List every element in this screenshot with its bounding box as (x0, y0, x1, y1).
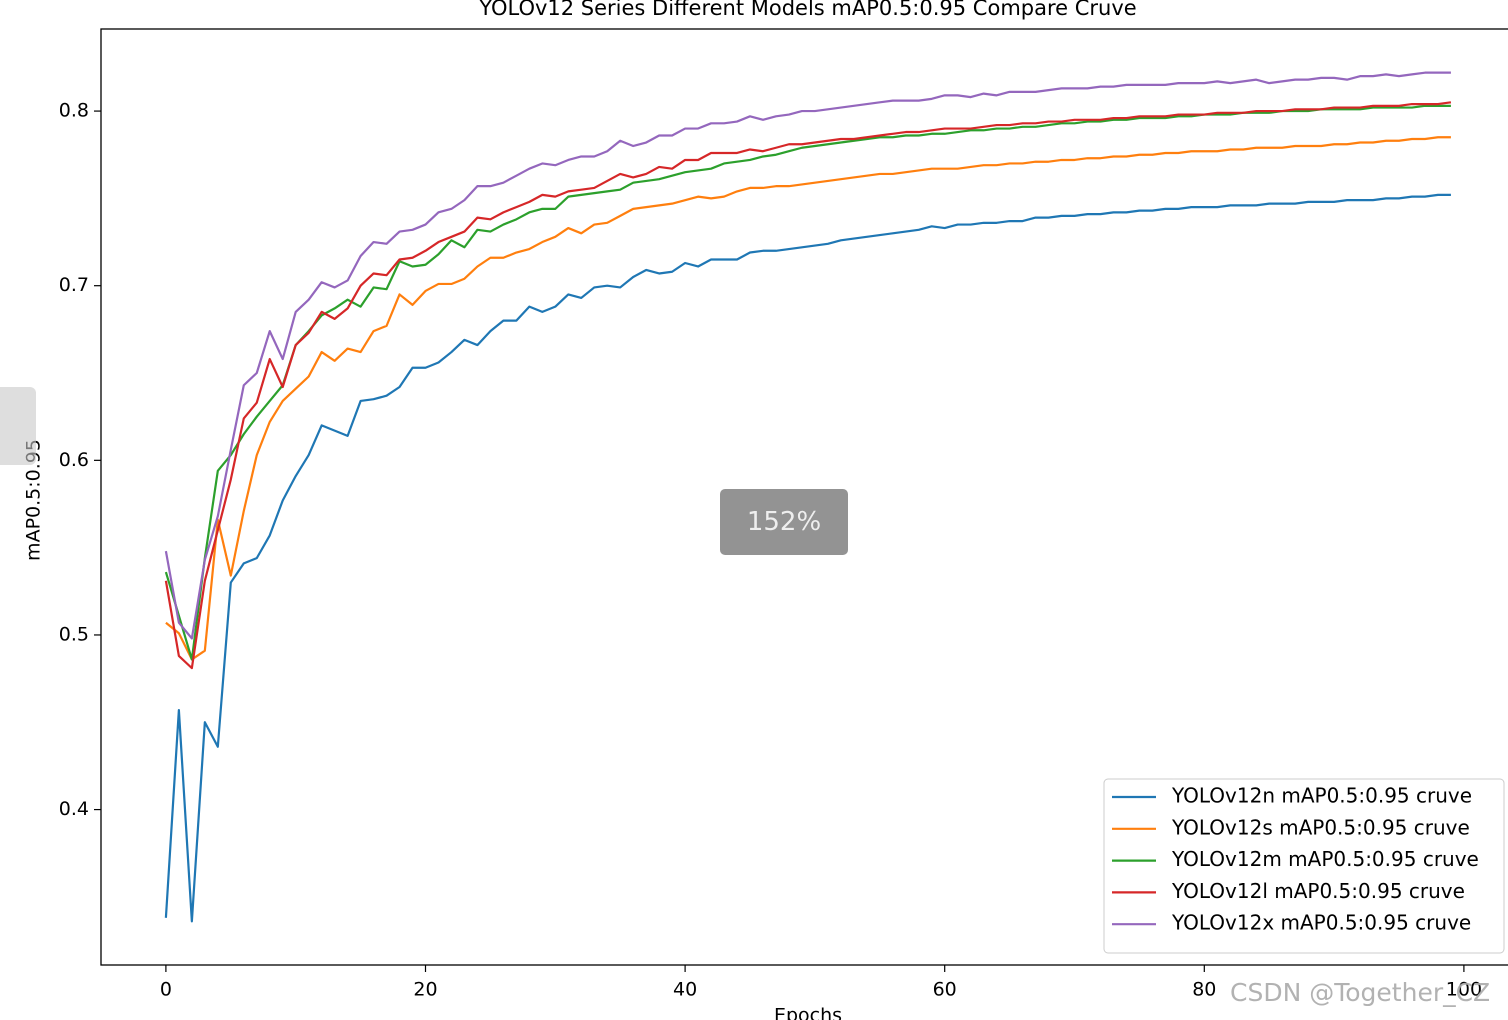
y-tick-label: 0.7 (59, 274, 89, 296)
x-tick-label: 60 (933, 979, 957, 1001)
y-tick-label: 0.4 (59, 798, 89, 820)
chart-title: YOLOv12 Series Different Models mAP0.5:0… (478, 0, 1136, 20)
y-axis-label: mAP0.5:0.95 (23, 439, 45, 561)
legend: YOLOv12n mAP0.5:0.95 cruve YOLOv12s mAP0.… (1103, 778, 1505, 954)
zoom-indicator: 152% (720, 489, 848, 555)
plot-frame (100, 28, 1508, 966)
legend-box (1103, 778, 1505, 954)
x-tick-label: 80 (1192, 979, 1216, 1001)
legend-label: YOLOv12m mAP0.5:0.95 cruve (1171, 847, 1479, 871)
series-line (164, 104, 1451, 661)
x-tick-label: 20 (413, 979, 437, 1001)
series-line (164, 101, 1452, 670)
legend-label: YOLOv12s mAP0.5:0.95 cruve (1171, 815, 1470, 839)
y-tick-label: 0.8 (59, 100, 89, 122)
x-tick-label: 0 (160, 979, 172, 1001)
x-tick-label: 100 (1446, 979, 1482, 1001)
legend-label: YOLOv12l mAP0.5:0.95 cruve (1171, 879, 1465, 903)
series-line (164, 193, 1451, 923)
x-tick-label: 40 (673, 979, 697, 1001)
y-tick-label: 0.5 (59, 623, 89, 645)
legend-label: YOLOv12x mAP0.5:0.95 cruve (1171, 911, 1471, 935)
series-line (165, 136, 1451, 661)
series-line (164, 71, 1451, 640)
side-tab[interactable] (0, 387, 36, 465)
legend-label: YOLOv12n mAP0.5:0.95 cruve (1171, 784, 1472, 808)
y-tick-label: 0.6 (59, 449, 89, 471)
watermark: CSDN @Together_CZ (1230, 978, 1491, 1007)
x-axis-label: Epochs (774, 1005, 842, 1020)
